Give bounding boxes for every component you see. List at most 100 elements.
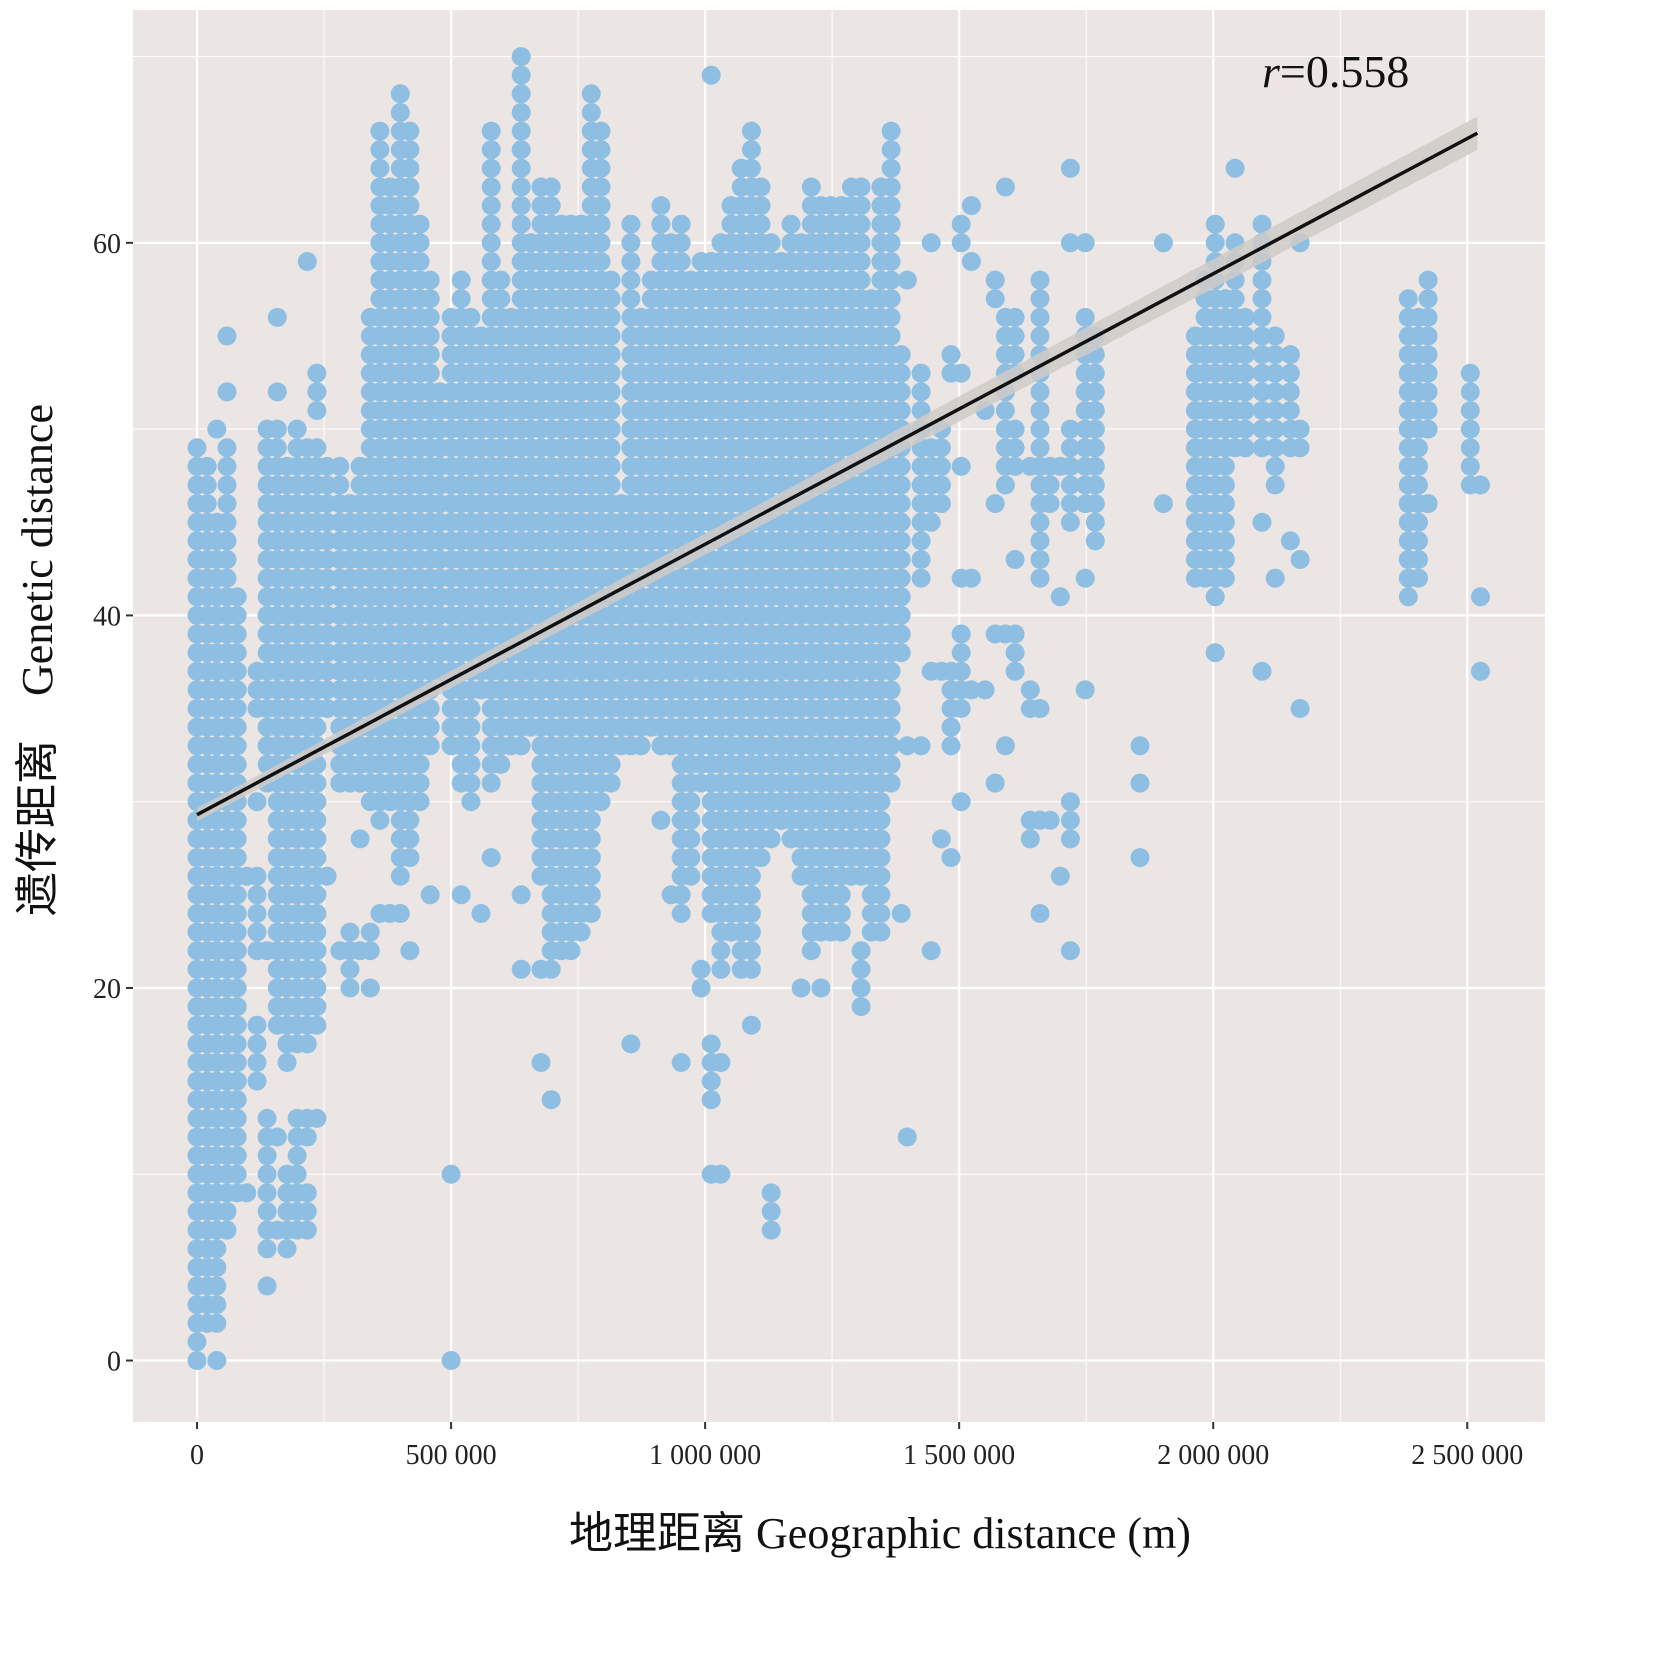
data-point bbox=[247, 1071, 267, 1091]
data-point bbox=[217, 531, 237, 551]
data-point bbox=[1060, 494, 1080, 514]
data-point bbox=[621, 1034, 641, 1054]
data-point bbox=[941, 345, 961, 365]
data-point bbox=[227, 624, 247, 644]
data-point bbox=[1205, 587, 1225, 607]
data-point bbox=[307, 773, 327, 793]
data-point bbox=[267, 1127, 287, 1147]
data-point bbox=[1060, 941, 1080, 961]
data-point bbox=[1235, 363, 1255, 383]
data-point bbox=[1418, 382, 1438, 402]
data-point bbox=[881, 233, 901, 253]
data-point bbox=[951, 363, 971, 383]
data-point bbox=[227, 848, 247, 868]
data-point bbox=[307, 363, 327, 383]
data-point bbox=[881, 326, 901, 346]
data-point bbox=[1153, 233, 1173, 253]
data-point bbox=[1205, 233, 1225, 253]
x-tick-label: 0 bbox=[190, 1440, 204, 1471]
data-point bbox=[511, 84, 531, 104]
data-point bbox=[591, 252, 611, 271]
correlation-annotation: r=0.558 bbox=[1262, 46, 1409, 97]
data-point bbox=[317, 866, 337, 886]
data-point bbox=[1030, 326, 1050, 346]
data-point bbox=[1265, 345, 1285, 365]
data-point bbox=[681, 792, 701, 812]
data-point bbox=[591, 792, 611, 812]
data-point bbox=[591, 121, 611, 141]
data-point bbox=[931, 494, 951, 514]
data-point bbox=[881, 661, 901, 681]
data-point bbox=[307, 1108, 327, 1128]
data-point bbox=[985, 773, 1005, 793]
data-point bbox=[1040, 494, 1060, 514]
data-point bbox=[701, 1034, 721, 1054]
data-point bbox=[941, 848, 961, 868]
data-point bbox=[481, 121, 501, 141]
data-point bbox=[571, 922, 591, 942]
data-point bbox=[420, 289, 440, 309]
data-point bbox=[207, 419, 227, 439]
data-point bbox=[931, 475, 951, 495]
data-point bbox=[227, 717, 247, 737]
data-point bbox=[370, 121, 390, 141]
data-point bbox=[1418, 419, 1438, 439]
data-point bbox=[941, 736, 961, 756]
data-point bbox=[791, 978, 811, 998]
data-point bbox=[581, 885, 601, 905]
data-point bbox=[481, 214, 501, 234]
data-point bbox=[410, 214, 430, 234]
data-point bbox=[1085, 494, 1105, 514]
data-point bbox=[541, 177, 561, 197]
data-point bbox=[217, 1202, 237, 1221]
data-point bbox=[307, 978, 327, 998]
data-point bbox=[491, 754, 511, 774]
data-point bbox=[1471, 587, 1490, 607]
data-point bbox=[1290, 419, 1310, 439]
data-point bbox=[871, 885, 891, 905]
data-point bbox=[621, 252, 641, 271]
data-point bbox=[871, 848, 891, 868]
data-point bbox=[621, 214, 641, 234]
data-point bbox=[1060, 810, 1080, 830]
data-point bbox=[881, 754, 901, 774]
data-point bbox=[1060, 456, 1080, 476]
data-point bbox=[1252, 419, 1272, 439]
data-point bbox=[481, 140, 501, 160]
data-point bbox=[400, 140, 420, 160]
data-point bbox=[1060, 792, 1080, 812]
data-point bbox=[481, 196, 501, 216]
data-point bbox=[227, 1108, 247, 1128]
data-point bbox=[307, 438, 327, 458]
data-point bbox=[1020, 680, 1040, 700]
data-point bbox=[1252, 270, 1272, 290]
data-point bbox=[307, 792, 327, 812]
data-point bbox=[511, 65, 531, 85]
data-point bbox=[307, 885, 327, 905]
y-tick-label: 20 bbox=[93, 974, 121, 1005]
data-point bbox=[410, 252, 430, 271]
data-point bbox=[491, 289, 511, 309]
data-point bbox=[1085, 363, 1105, 383]
data-point bbox=[951, 624, 971, 644]
data-point bbox=[601, 382, 621, 402]
data-point bbox=[881, 289, 901, 309]
data-point bbox=[1030, 270, 1050, 290]
data-point bbox=[1235, 345, 1255, 365]
data-point bbox=[1418, 494, 1438, 514]
data-point bbox=[461, 699, 481, 718]
data-point bbox=[227, 1127, 247, 1147]
data-point bbox=[621, 233, 641, 253]
data-point bbox=[681, 829, 701, 849]
data-point bbox=[761, 1183, 781, 1203]
data-point bbox=[461, 307, 481, 327]
data-point bbox=[995, 177, 1015, 197]
data-point bbox=[307, 401, 327, 420]
data-point bbox=[511, 177, 531, 197]
data-point bbox=[581, 84, 601, 104]
data-point bbox=[601, 307, 621, 327]
data-point bbox=[307, 997, 327, 1017]
data-point bbox=[197, 456, 217, 476]
data-point bbox=[1471, 661, 1490, 681]
data-point bbox=[951, 456, 971, 476]
